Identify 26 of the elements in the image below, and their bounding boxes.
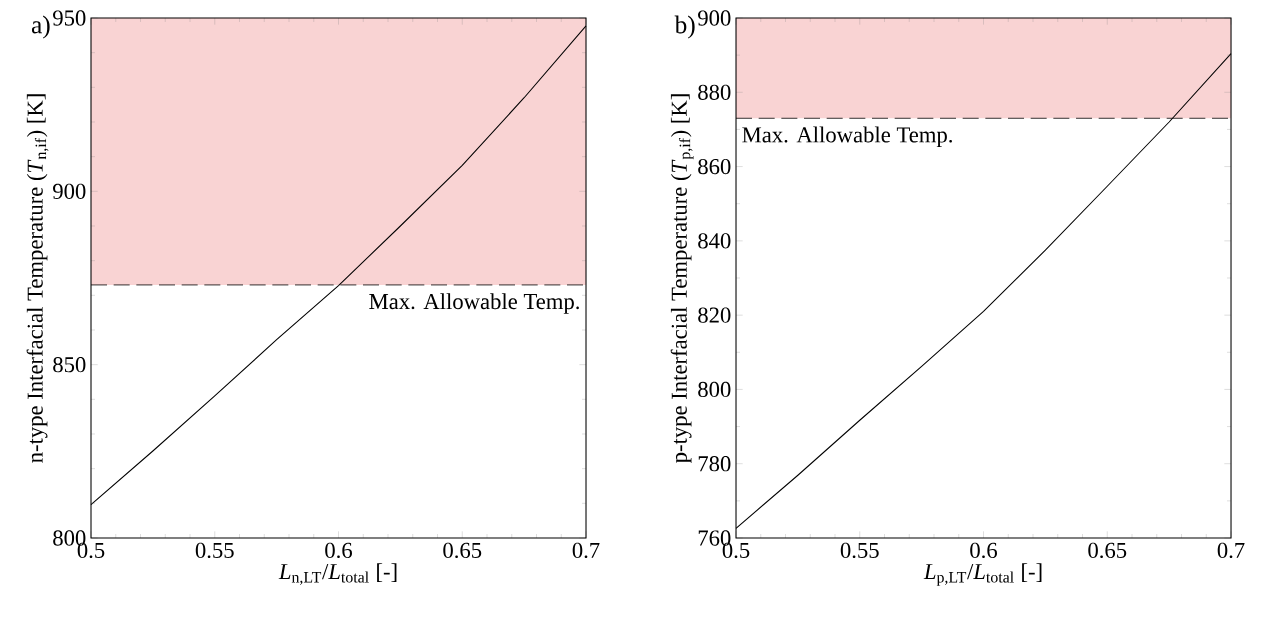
x-tick-label: 0.65 xyxy=(443,542,482,559)
x-tick-label: 0.55 xyxy=(195,542,234,559)
x-tick-label: 0.6 xyxy=(970,542,998,559)
chart-title: b) xyxy=(674,15,695,39)
ref-line-label: Max. Allowable Temp. xyxy=(742,126,952,148)
x-tick-label: 0.65 xyxy=(1088,542,1127,559)
y-tick-label: 900 xyxy=(53,183,86,199)
x-axis-title: L$_{n,LT}$/L$_{total}$ [-] xyxy=(278,563,397,585)
y-tick-label: 780 xyxy=(698,456,731,472)
y-tick-label: 950 xyxy=(53,10,86,26)
y-tick-label: 820 xyxy=(698,307,731,323)
x-axis-title: L$_{p,LT}$/L$_{total}$ [-] xyxy=(923,563,1042,586)
y-tick-label: 800 xyxy=(698,381,731,398)
x-tick-label: 0.6 xyxy=(325,542,352,559)
x-tick-label: 0.7 xyxy=(572,542,600,559)
y-tick-label: 860 xyxy=(698,158,731,175)
y-axis-title: p-type Interfacial Temperature (T$_{p,if}$) [K] xyxy=(670,94,694,463)
ref-line-label: Max. Allowable Temp. xyxy=(369,293,579,314)
x-tick-label: 0.7 xyxy=(1217,542,1245,559)
y-axis-title: n-type Interfacial Temperature (T$_{n,if}$) [K] xyxy=(26,94,49,463)
x-tick-label: 0.55 xyxy=(840,542,879,559)
chart-title: a) xyxy=(31,15,50,39)
y-tick-label: 850 xyxy=(53,357,86,373)
y-tick-label: 900 xyxy=(698,10,731,26)
y-tick-label: 840 xyxy=(698,233,731,249)
y-tick-label: 880 xyxy=(698,84,731,100)
